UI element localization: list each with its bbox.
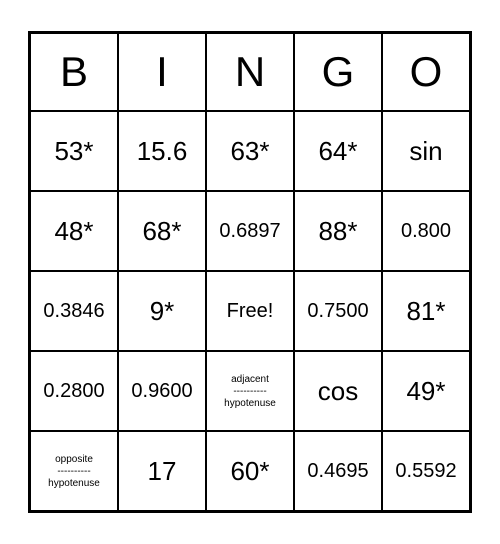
bingo-card: B I N G O 53* 15.6 63* 64* sin 48* 68* 0… <box>28 31 472 513</box>
cell-3-1[interactable]: 0.9600 <box>118 351 206 431</box>
cell-4-0[interactable]: opposite ---------- hypotenuse <box>30 431 118 511</box>
cell-3-0[interactable]: 0.2800 <box>30 351 118 431</box>
cell-4-2[interactable]: 60* <box>206 431 294 511</box>
cell-4-4[interactable]: 0.5592 <box>382 431 470 511</box>
frac-sep: ---------- <box>233 386 266 397</box>
cell-2-0[interactable]: 0.3846 <box>30 271 118 351</box>
header-o: O <box>382 33 470 111</box>
cell-1-1[interactable]: 68* <box>118 191 206 271</box>
cell-0-4[interactable]: sin <box>382 111 470 191</box>
cell-2-1[interactable]: 9* <box>118 271 206 351</box>
fraction-adj-hyp: adjacent ---------- hypotenuse <box>224 374 276 409</box>
header-n: N <box>206 33 294 111</box>
header-g: G <box>294 33 382 111</box>
cell-1-2[interactable]: 0.6897 <box>206 191 294 271</box>
cell-0-0[interactable]: 53* <box>30 111 118 191</box>
header-i: I <box>118 33 206 111</box>
cell-3-3[interactable]: cos <box>294 351 382 431</box>
cell-1-3[interactable]: 88* <box>294 191 382 271</box>
frac-top: adjacent <box>231 374 269 385</box>
frac-sep: ---------- <box>57 466 90 477</box>
cell-0-1[interactable]: 15.6 <box>118 111 206 191</box>
header-b: B <box>30 33 118 111</box>
cell-2-3[interactable]: 0.7500 <box>294 271 382 351</box>
cell-0-3[interactable]: 64* <box>294 111 382 191</box>
cell-2-4[interactable]: 81* <box>382 271 470 351</box>
cell-0-2[interactable]: 63* <box>206 111 294 191</box>
cell-3-4[interactable]: 49* <box>382 351 470 431</box>
frac-bot: hypotenuse <box>48 478 100 489</box>
fraction-opp-hyp: opposite ---------- hypotenuse <box>48 454 100 489</box>
cell-2-2-free[interactable]: Free! <box>206 271 294 351</box>
cell-1-0[interactable]: 48* <box>30 191 118 271</box>
cell-1-4[interactable]: 0.800 <box>382 191 470 271</box>
frac-bot: hypotenuse <box>224 398 276 409</box>
cell-4-1[interactable]: 17 <box>118 431 206 511</box>
cell-3-2[interactable]: adjacent ---------- hypotenuse <box>206 351 294 431</box>
cell-4-3[interactable]: 0.4695 <box>294 431 382 511</box>
frac-top: opposite <box>55 454 93 465</box>
